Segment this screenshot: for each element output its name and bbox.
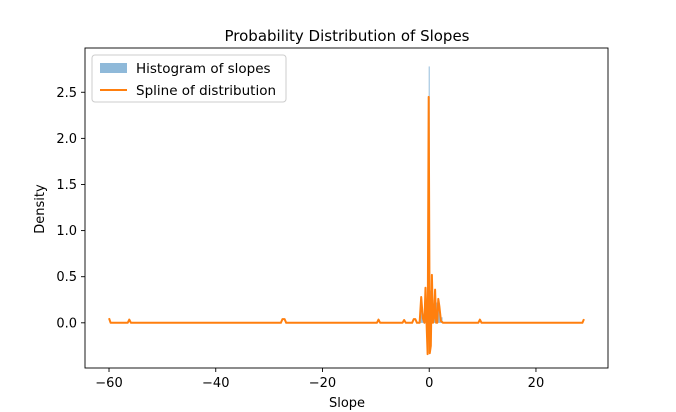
legend: Histogram of slopes Spline of distributio…	[91, 54, 287, 103]
x-axis-label: Slope	[329, 396, 365, 411]
spline-line	[108, 95, 585, 356]
legend-box	[91, 54, 287, 103]
chart-title: Probability Distribution of Slopes	[225, 27, 470, 45]
x-tick-label: 20	[528, 376, 545, 391]
y-tick-label: 1.0	[56, 224, 77, 239]
y-axis-label: Density	[33, 184, 48, 234]
histogram-bar	[421, 315, 423, 323]
legend-spline-label: Spline of distribution	[136, 83, 276, 99]
plot-area: −60 −40 −20 0 20 0.0 0.5 1.0 1.5 2.0 2.5	[56, 47, 609, 391]
y-tick-label: 2.0	[56, 132, 77, 147]
y-tick-label: 2.5	[56, 86, 77, 101]
histogram-bar	[437, 308, 440, 323]
y-tick-label: 0.5	[56, 270, 77, 285]
x-tick-label: −20	[309, 376, 336, 391]
y-tick-label: 1.5	[56, 178, 77, 193]
x-tick-label: −40	[202, 376, 229, 391]
x-tick-label: −60	[95, 376, 122, 391]
legend-histogram-swatch	[100, 63, 127, 73]
x-tick-label: 0	[425, 376, 433, 391]
legend-histogram-label: Histogram of slopes	[136, 61, 271, 77]
axes-frame	[84, 47, 609, 369]
y-tick-label: 0.0	[56, 316, 77, 331]
